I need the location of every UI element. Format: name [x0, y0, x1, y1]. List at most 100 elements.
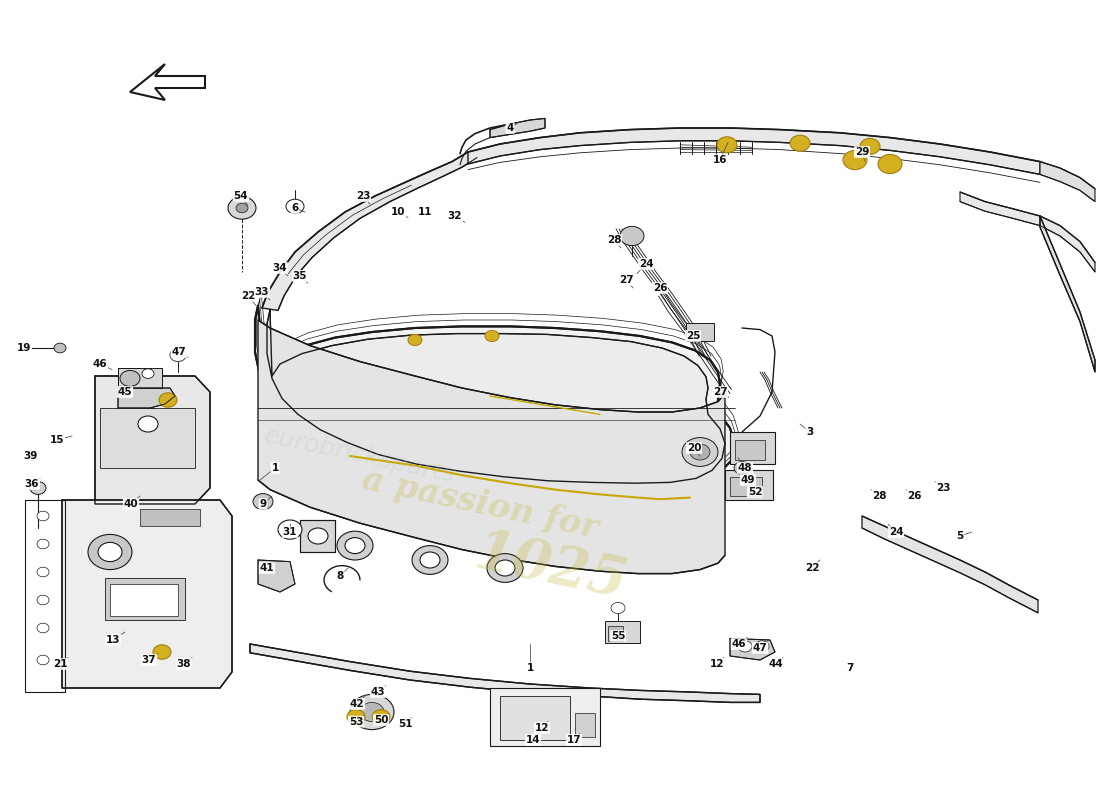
Text: 45: 45 — [118, 387, 132, 397]
Polygon shape — [730, 638, 776, 660]
Polygon shape — [118, 368, 162, 388]
Text: 28: 28 — [607, 235, 621, 245]
Text: 32: 32 — [448, 211, 462, 221]
Text: 46: 46 — [92, 359, 108, 369]
Circle shape — [278, 520, 303, 539]
Circle shape — [495, 560, 515, 576]
Text: 44: 44 — [769, 659, 783, 669]
Text: 34: 34 — [273, 263, 287, 273]
Text: 47: 47 — [172, 347, 186, 357]
Circle shape — [37, 595, 50, 605]
Circle shape — [610, 602, 625, 614]
Text: 52: 52 — [748, 487, 762, 497]
Text: 4: 4 — [506, 123, 514, 133]
Text: 9: 9 — [260, 499, 266, 509]
Text: 25: 25 — [685, 331, 701, 341]
Circle shape — [253, 494, 273, 510]
Text: 47: 47 — [752, 643, 768, 653]
Text: 26: 26 — [906, 491, 922, 501]
Circle shape — [738, 641, 752, 652]
Text: 54: 54 — [233, 191, 249, 201]
Text: 3: 3 — [806, 427, 814, 437]
Circle shape — [37, 567, 50, 577]
Circle shape — [734, 462, 750, 474]
Text: 16: 16 — [713, 155, 727, 165]
Circle shape — [485, 330, 499, 342]
Bar — [575, 713, 595, 737]
Circle shape — [54, 343, 66, 353]
Text: 48: 48 — [738, 463, 752, 473]
Polygon shape — [95, 376, 210, 504]
Polygon shape — [255, 306, 735, 485]
Circle shape — [682, 438, 718, 466]
Polygon shape — [258, 560, 295, 592]
Bar — [608, 626, 623, 641]
Bar — [730, 477, 762, 496]
Circle shape — [228, 197, 256, 219]
Circle shape — [337, 531, 373, 560]
Circle shape — [755, 641, 769, 652]
Text: 15: 15 — [50, 435, 64, 445]
Circle shape — [153, 645, 170, 659]
Bar — [104, 578, 185, 620]
Text: 7: 7 — [846, 663, 854, 673]
Text: 55: 55 — [610, 631, 625, 641]
Text: 27: 27 — [713, 387, 727, 397]
Circle shape — [408, 334, 422, 346]
Polygon shape — [490, 118, 544, 138]
Bar — [140, 509, 200, 526]
Bar — [735, 440, 764, 460]
Text: 35: 35 — [293, 271, 307, 281]
Text: 14: 14 — [526, 735, 540, 745]
Circle shape — [487, 554, 522, 582]
Text: 12: 12 — [535, 723, 549, 733]
Polygon shape — [468, 128, 1040, 174]
Circle shape — [345, 538, 365, 554]
Text: 17: 17 — [566, 735, 581, 745]
Circle shape — [620, 226, 644, 246]
Text: 53: 53 — [349, 717, 363, 726]
Text: a passion for: a passion for — [359, 463, 602, 545]
Circle shape — [420, 552, 440, 568]
Polygon shape — [258, 320, 725, 574]
Polygon shape — [250, 644, 760, 702]
Bar — [500, 696, 570, 740]
Circle shape — [878, 154, 902, 174]
Text: 33: 33 — [255, 287, 270, 297]
Circle shape — [37, 511, 50, 521]
Bar — [730, 432, 776, 464]
Text: 1025: 1025 — [469, 525, 631, 611]
Circle shape — [286, 199, 304, 214]
Text: 26: 26 — [652, 283, 668, 293]
Text: 38: 38 — [177, 659, 191, 669]
Text: 12: 12 — [710, 659, 724, 669]
Circle shape — [170, 349, 186, 362]
Circle shape — [138, 416, 158, 432]
Circle shape — [120, 370, 140, 386]
Text: 23: 23 — [355, 191, 371, 201]
Circle shape — [142, 369, 154, 378]
Text: 49: 49 — [740, 475, 756, 485]
Bar — [490, 688, 600, 746]
Text: 24: 24 — [639, 259, 653, 269]
Circle shape — [717, 137, 737, 153]
Text: 51: 51 — [398, 719, 412, 729]
Text: 5: 5 — [956, 531, 964, 541]
Circle shape — [37, 623, 50, 633]
Polygon shape — [1040, 216, 1094, 372]
Text: 37: 37 — [142, 655, 156, 665]
Circle shape — [860, 138, 880, 154]
Text: 1: 1 — [272, 463, 278, 473]
Circle shape — [790, 135, 810, 151]
Circle shape — [88, 534, 132, 570]
Text: 50: 50 — [374, 715, 388, 725]
Bar — [605, 621, 640, 643]
Text: 11: 11 — [418, 207, 432, 217]
Polygon shape — [267, 310, 725, 483]
Circle shape — [843, 150, 867, 170]
Circle shape — [412, 546, 448, 574]
Text: 42: 42 — [350, 699, 364, 709]
Circle shape — [372, 710, 390, 724]
Text: 40: 40 — [123, 499, 139, 509]
Bar — [100, 408, 195, 468]
